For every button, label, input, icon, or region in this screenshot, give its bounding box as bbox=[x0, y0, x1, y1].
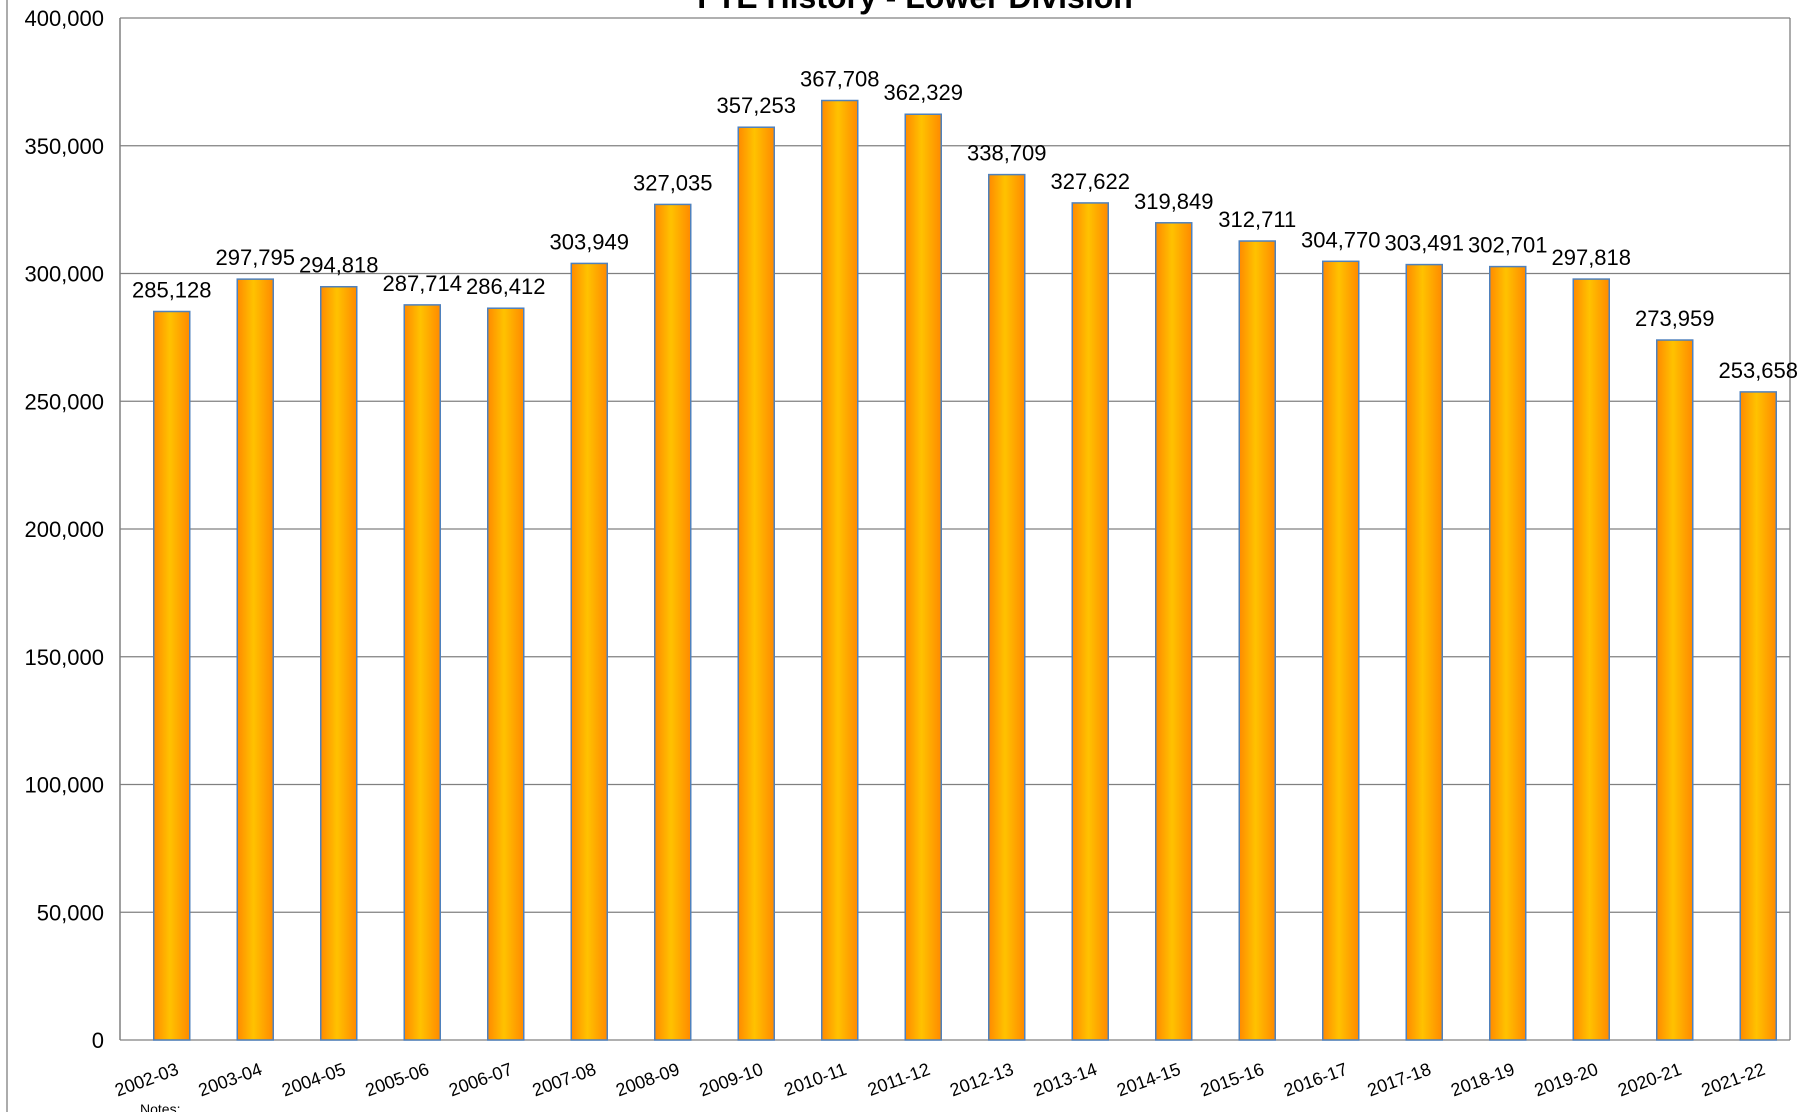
x-tick-label: 2021-22 bbox=[1699, 1059, 1768, 1100]
gridlines bbox=[120, 17, 1790, 1041]
bar bbox=[570, 262, 608, 1041]
data-label: 304,770 bbox=[1301, 227, 1381, 252]
y-tick-label: 100,000 bbox=[24, 773, 104, 798]
data-label: 362,329 bbox=[883, 80, 963, 105]
data-label: 287,714 bbox=[382, 271, 462, 296]
bar bbox=[403, 304, 441, 1041]
chart-title: FTE History - Lower Division bbox=[697, 0, 1133, 15]
x-tick-label: 2009-10 bbox=[697, 1059, 766, 1100]
axes bbox=[6, 0, 1791, 1112]
bar bbox=[1739, 391, 1777, 1041]
y-tick-label: 50,000 bbox=[37, 900, 104, 925]
data-label: 286,412 bbox=[466, 274, 546, 299]
bar bbox=[654, 203, 692, 1041]
x-tick-label: 2018-19 bbox=[1448, 1059, 1517, 1100]
bar bbox=[320, 285, 358, 1041]
bar bbox=[821, 99, 859, 1041]
data-label: 302,701 bbox=[1468, 233, 1548, 258]
y-tick-label: 350,000 bbox=[24, 134, 104, 159]
x-tick-label: 2006-07 bbox=[446, 1059, 515, 1100]
x-tick-label: 2012-13 bbox=[947, 1059, 1016, 1100]
data-label: 297,795 bbox=[215, 245, 295, 270]
x-tick-label: 2015-16 bbox=[1198, 1059, 1267, 1100]
data-label: 327,035 bbox=[633, 170, 713, 195]
y-tick-label: 150,000 bbox=[24, 645, 104, 670]
y-tick-label: 0 bbox=[92, 1028, 104, 1053]
data-label: 327,622 bbox=[1050, 169, 1130, 194]
data-label: 303,491 bbox=[1384, 231, 1464, 256]
bar bbox=[1405, 263, 1443, 1041]
bar bbox=[487, 307, 525, 1041]
bar bbox=[1656, 339, 1694, 1041]
x-tick-label: 2002-03 bbox=[112, 1059, 181, 1100]
y-tick-label: 400,000 bbox=[24, 6, 104, 31]
x-tick-label: 2005-06 bbox=[363, 1059, 432, 1100]
x-tick-label: 2004-05 bbox=[279, 1059, 348, 1100]
bars bbox=[153, 99, 1777, 1041]
data-label: 312,711 bbox=[1218, 207, 1296, 232]
x-tick-label: 2003-04 bbox=[196, 1059, 265, 1100]
x-tick-label: 2008-09 bbox=[613, 1059, 682, 1100]
bar bbox=[1238, 240, 1276, 1041]
data-label: 357,253 bbox=[716, 93, 796, 118]
data-label: 303,949 bbox=[549, 229, 629, 254]
bar bbox=[1071, 202, 1109, 1041]
x-tick-labels: 2002-03 2003-04 2004-05 2005-06 2006-07 2007-… bbox=[112, 1059, 1767, 1100]
bar bbox=[236, 278, 274, 1041]
data-label: 253,658 bbox=[1718, 358, 1798, 383]
data-label: 367,708 bbox=[800, 67, 880, 92]
y-tick-labels: 0 50,000 100,000 150,000 200,000 250,000 300,0… bbox=[24, 6, 104, 1053]
bar bbox=[904, 113, 942, 1041]
x-tick-label: 2007-08 bbox=[530, 1059, 599, 1100]
y-tick-label: 200,000 bbox=[24, 517, 104, 542]
bar bbox=[988, 173, 1026, 1041]
bar bbox=[1572, 278, 1610, 1041]
notes-label: Notes: bbox=[140, 1101, 180, 1112]
x-tick-label: 2014-15 bbox=[1114, 1059, 1183, 1100]
x-tick-label: 2020-21 bbox=[1615, 1059, 1684, 1100]
bar bbox=[1322, 260, 1360, 1041]
x-tick-label: 2019-20 bbox=[1532, 1059, 1601, 1100]
data-label: 294,818 bbox=[299, 253, 379, 278]
x-tick-label: 2010-11 bbox=[781, 1059, 849, 1100]
x-tick-label: 2013-14 bbox=[1031, 1059, 1100, 1100]
data-label: 297,818 bbox=[1551, 245, 1631, 270]
x-tick-label: 2016-17 bbox=[1281, 1059, 1350, 1100]
y-tick-label: 250,000 bbox=[24, 389, 104, 414]
bar bbox=[1155, 222, 1193, 1041]
bar bbox=[737, 126, 775, 1041]
data-label: 285,128 bbox=[132, 277, 212, 302]
bar bbox=[153, 310, 191, 1041]
x-tick-label: 2017-18 bbox=[1365, 1059, 1434, 1100]
data-label: 319,849 bbox=[1134, 189, 1214, 214]
data-label: 338,709 bbox=[967, 141, 1047, 166]
y-tick-label: 300,000 bbox=[24, 262, 104, 287]
x-tick-label: 2011-12 bbox=[865, 1059, 933, 1100]
bar bbox=[1489, 265, 1527, 1041]
data-label: 273,959 bbox=[1635, 306, 1715, 331]
